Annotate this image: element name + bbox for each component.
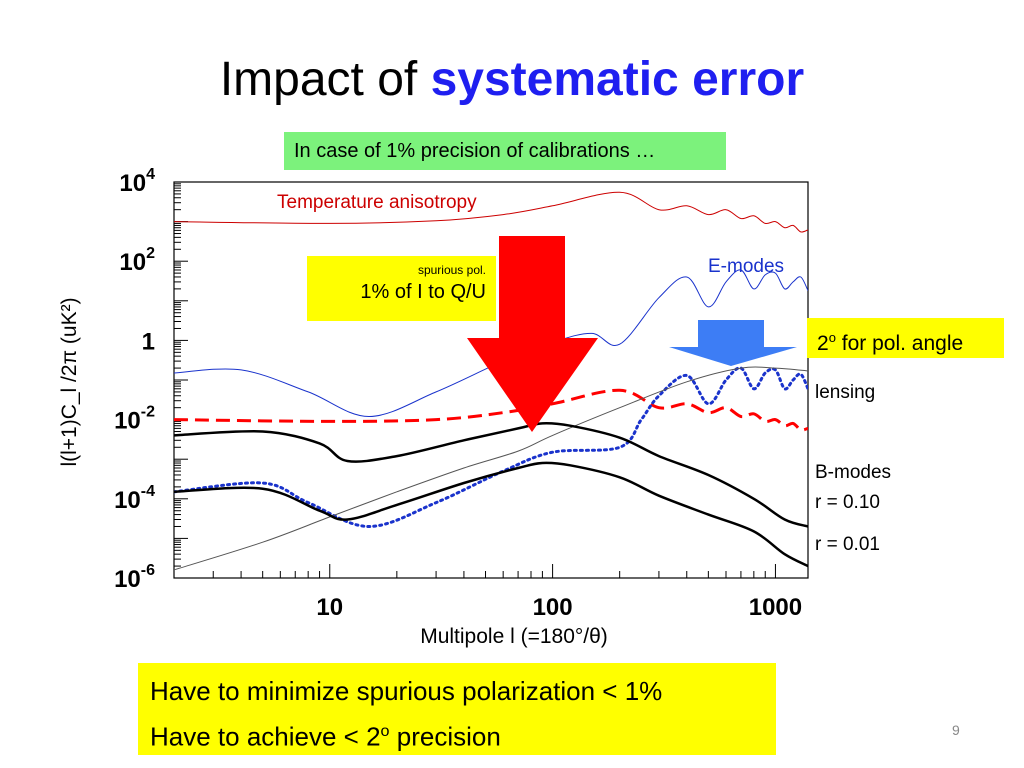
y-tick-label: 104 xyxy=(119,166,155,197)
conclusion-box: Have to minimize spurious polarization <… xyxy=(138,663,776,755)
series-line-6 xyxy=(174,461,808,568)
x-minor-ticks xyxy=(173,564,776,578)
y-axis-title: l(l+1)C_l /2π (uK²) xyxy=(58,297,81,466)
y-tick-label: 10-6 xyxy=(114,562,155,593)
y-minor-ticks xyxy=(174,181,188,579)
blue-down-arrow xyxy=(669,320,797,366)
x-tick-label: 1000 xyxy=(749,594,802,621)
pol-angle-sup: o xyxy=(828,330,836,345)
slide-title: Impact of systematic error xyxy=(0,50,1024,110)
calibration-note: In case of 1% precision of calibrations … xyxy=(284,132,726,170)
title-prefix: Impact of xyxy=(219,53,431,106)
label-lensing: lensing xyxy=(815,382,876,403)
label-r001: r = 0.01 xyxy=(815,534,880,555)
pol-angle-callout: 2o for pol. angle xyxy=(807,318,1004,358)
y-tick-label: 102 xyxy=(119,245,155,276)
y-tick-label: 1 xyxy=(142,328,155,355)
label-temperature: Temperature anisotropy xyxy=(277,192,477,213)
y-tick-label: 10-4 xyxy=(114,483,155,514)
spurious-pol-callout: spurious pol. 1% of I to Q/U xyxy=(307,256,496,321)
conclusion-line-1: Have to minimize spurious polarization <… xyxy=(150,676,663,706)
series-line-3 xyxy=(174,366,808,528)
title-highlight: systematic error xyxy=(430,53,805,106)
x-axis-title: Multipole l (=180°/θ) xyxy=(420,625,608,648)
series-line-1 xyxy=(174,269,808,417)
page-number: 9 xyxy=(952,722,960,738)
label-r010: r = 0.10 xyxy=(815,492,880,513)
y-tick-label: 10-2 xyxy=(114,404,155,435)
spurious-pol-big: 1% of I to Q/U xyxy=(360,281,486,303)
pol-angle-rest: for pol. angle xyxy=(835,332,964,355)
x-tick-label: 100 xyxy=(533,594,573,621)
pol-angle-base: 2 xyxy=(817,332,829,355)
conclusion-line-2-sup: o xyxy=(380,722,390,740)
x-tick-labels: 10 100 1000 xyxy=(316,594,802,621)
plot-frame xyxy=(173,181,809,579)
conclusion-line-2-pre: Have to achieve < 2 xyxy=(150,721,381,752)
series-line-0 xyxy=(174,191,808,233)
x-tick-label: 10 xyxy=(316,594,343,621)
conclusion-line-2: Have to achieve < 2o precision xyxy=(150,711,776,757)
label-bmodes: B-modes xyxy=(815,462,892,483)
label-emodes: E-modes xyxy=(708,256,785,277)
y-tick-labels: 104 102 1 10-2 10-4 10-6 xyxy=(114,166,155,593)
red-down-arrow xyxy=(467,236,598,432)
chart-curves xyxy=(174,191,808,571)
series-line-5 xyxy=(174,422,808,528)
conclusion-line-2-post: precision xyxy=(389,721,501,752)
spurious-pol-small: spurious pol. xyxy=(417,263,486,277)
series-line-4 xyxy=(174,366,808,571)
